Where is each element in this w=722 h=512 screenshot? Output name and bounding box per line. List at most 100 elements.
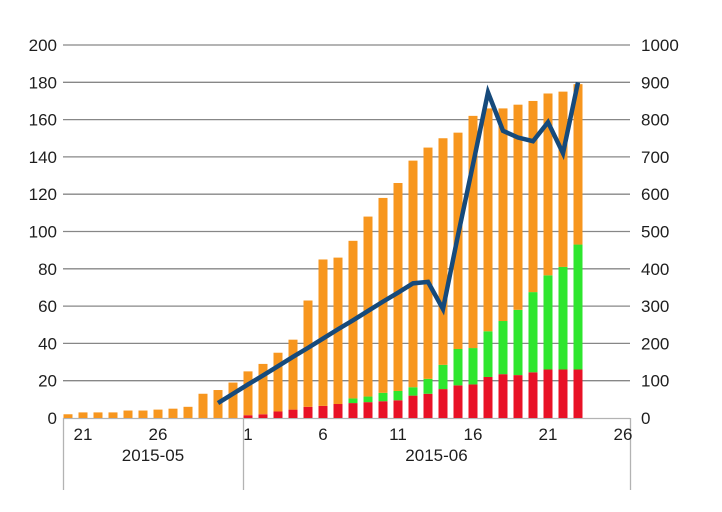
- bar-red-segment: [348, 403, 358, 418]
- bar-green-segment: [483, 331, 493, 377]
- line-series: [216, 81, 581, 405]
- bar-red-segment: [498, 374, 508, 418]
- x-axis-tick-label: 6: [318, 425, 327, 444]
- y-axis-right-label: 600: [641, 185, 669, 204]
- bar-orange-segment: [213, 390, 223, 418]
- bar-red-segment: [573, 369, 583, 418]
- bar-orange-segment: [558, 91, 568, 267]
- bar-green-segment: [513, 309, 523, 376]
- bar-red-segment: [273, 411, 283, 418]
- bar-red-segment: [423, 393, 433, 418]
- bar-orange-segment: [138, 410, 148, 418]
- bar-red-segment: [513, 375, 523, 418]
- bar-orange-segment: [438, 138, 448, 365]
- bar-red-segment: [363, 402, 373, 418]
- bar-orange-segment: [63, 414, 73, 418]
- y-axis-left-label: 60: [38, 297, 57, 316]
- bar-green-segment: [498, 321, 508, 375]
- bar-red-segment: [558, 369, 568, 418]
- x-axis-tick-label: 21: [74, 425, 93, 444]
- bar-orange-segment: [123, 410, 133, 418]
- bar-red-segment: [543, 369, 553, 418]
- bar-orange-segment: [153, 409, 163, 418]
- y-axis-right-label: 300: [641, 297, 669, 316]
- bar-orange-segment: [423, 147, 433, 379]
- y-axis-right-label: 100: [641, 372, 669, 391]
- bar-orange-segment: [378, 197, 388, 393]
- bar-red-segment: [258, 414, 268, 418]
- y-axis-right-label: 700: [641, 148, 669, 167]
- x-axis-tick-label: 16: [464, 425, 483, 444]
- y-axis-right-label: 900: [641, 73, 669, 92]
- bar-green-segment: [393, 390, 403, 401]
- bar-red-segment: [468, 384, 478, 418]
- bar-orange-segment: [573, 84, 583, 245]
- bar-orange-segment: [78, 412, 88, 418]
- bar-orange-segment: [543, 93, 553, 276]
- y-axis-right-label: 500: [641, 223, 669, 242]
- y-axis-right-label: 400: [641, 260, 669, 279]
- bar-orange-segment: [303, 300, 313, 407]
- bar-green-segment: [423, 378, 433, 394]
- x-axis-tick-label: 11: [389, 425, 407, 444]
- bar-orange-segment: [108, 412, 118, 418]
- bar-orange-segment: [363, 216, 373, 397]
- y-axis-left-label: 100: [29, 223, 57, 242]
- x-axis-tick-label: 1: [243, 425, 252, 444]
- y-axis-left-label: 200: [29, 36, 57, 55]
- bar-green-segment: [543, 275, 553, 370]
- bar-orange-segment: [468, 115, 478, 349]
- bar-green-segment: [558, 266, 568, 370]
- bar-orange-segment: [168, 408, 178, 418]
- bar-orange-segment: [528, 100, 538, 293]
- bar-red-segment: [378, 401, 388, 418]
- bar-green-segment: [468, 348, 478, 385]
- bar-orange-segment: [498, 108, 508, 322]
- y-axis-left-label: 0: [48, 409, 57, 428]
- x-axis-month-label: 2015-05: [122, 446, 184, 465]
- bar-green-segment: [378, 392, 388, 402]
- bar-red-segment: [483, 376, 493, 418]
- bar-orange-segment: [318, 259, 328, 406]
- bar-red-segment: [393, 400, 403, 418]
- bar-red-segment: [438, 389, 448, 418]
- y-axis-right-label: 200: [641, 334, 669, 353]
- bar-orange-segment: [258, 363, 268, 415]
- y-axis-right-label: 0: [641, 409, 650, 428]
- y-axis-left-label: 80: [38, 260, 57, 279]
- bar-orange-segment: [288, 339, 298, 410]
- bar-orange-segment: [183, 406, 193, 418]
- bar-red-segment: [303, 406, 313, 418]
- bar-red-segment: [243, 415, 253, 418]
- bar-orange-segment: [483, 108, 493, 332]
- x-axis-tick-label: 26: [614, 425, 633, 444]
- bar-orange-segment: [243, 371, 253, 416]
- bar-red-segment: [318, 405, 328, 418]
- bar-red-segment: [333, 404, 343, 418]
- bar-red-segment: [528, 372, 538, 418]
- bar-orange-segment: [93, 412, 103, 418]
- y-axis-left-label: 120: [29, 185, 57, 204]
- bar-green-segment: [408, 387, 418, 396]
- y-axis-right-label: 800: [641, 111, 669, 130]
- y-axis-left-label: 40: [38, 334, 57, 353]
- bar-red-segment: [408, 395, 418, 418]
- bar-orange-segment: [513, 104, 523, 310]
- y-axis-left-label: 20: [38, 372, 57, 391]
- y-axis-left-label: 140: [29, 148, 57, 167]
- bar-green-segment: [573, 244, 583, 370]
- bar-green-segment: [528, 292, 538, 373]
- bar-orange-segment: [273, 352, 283, 412]
- bar-orange-segment: [228, 382, 238, 418]
- x-axis-month-label: 2015-06: [405, 446, 467, 465]
- y-axis-right-label: 1000: [641, 36, 679, 55]
- bar-orange-segment: [198, 393, 208, 418]
- x-axis-tick-label: 21: [539, 425, 558, 444]
- bar-orange-segment: [408, 160, 418, 388]
- bar-green-segment: [348, 398, 358, 404]
- bar-green-segment: [438, 364, 448, 390]
- y-axis-left-label: 180: [29, 73, 57, 92]
- x-axis-tick-label: 26: [149, 425, 168, 444]
